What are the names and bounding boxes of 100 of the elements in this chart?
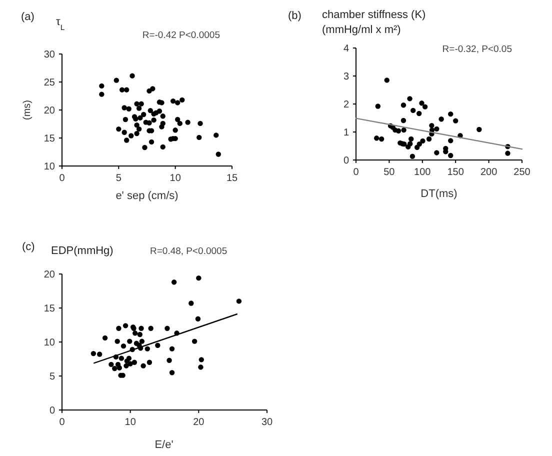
point (407, 96, 412, 102)
point (155, 342, 160, 348)
point (120, 343, 126, 349)
point (132, 330, 138, 336)
y-tick-label: 15 (44, 134, 56, 144)
point (151, 117, 156, 123)
point (139, 338, 145, 344)
point (196, 275, 202, 281)
point (426, 136, 432, 142)
point (198, 120, 203, 126)
point (192, 338, 198, 344)
point (214, 132, 219, 138)
y-tick-label: 15 (44, 304, 56, 314)
point (396, 128, 402, 134)
point (134, 130, 140, 136)
point (438, 116, 444, 122)
point (169, 346, 175, 352)
point (401, 127, 406, 133)
point (124, 363, 129, 368)
point (188, 300, 194, 306)
y-tick-label: 20 (44, 106, 56, 116)
point (416, 110, 422, 116)
point (148, 139, 154, 145)
point (378, 136, 384, 142)
x-tick-label: 50 (384, 167, 396, 178)
point (419, 100, 424, 106)
point (156, 108, 162, 114)
point (175, 100, 180, 106)
point (448, 138, 454, 144)
point (126, 106, 132, 112)
point (136, 106, 142, 111)
point (116, 326, 122, 331)
point (198, 357, 204, 362)
point (408, 136, 414, 142)
text: R=-0.42 P<0.0005 (142, 30, 220, 41)
point (177, 120, 182, 126)
x-tick-label: 10 (170, 173, 182, 184)
point (236, 298, 242, 304)
chart-title: τ$_{L}$ (56, 16, 66, 32)
point (195, 316, 201, 322)
point (134, 101, 140, 106)
point (216, 152, 221, 157)
y-tick-label: 0 (343, 156, 350, 166)
x-tick-label: 5 (116, 173, 122, 184)
point (384, 78, 390, 83)
point (408, 141, 413, 146)
x-tick-label: 150 (447, 167, 464, 178)
point (374, 136, 380, 141)
point (133, 116, 138, 122)
x-axis-title: DT(ms) (420, 188, 458, 200)
point (166, 358, 172, 363)
x-tick-label: 0 (59, 173, 66, 184)
x-axis-title: e' sep (cm/s) (116, 190, 178, 202)
text: (a) (21, 11, 34, 23)
point (122, 130, 127, 135)
point (198, 364, 204, 370)
point (128, 133, 134, 138)
point (132, 360, 138, 365)
point (159, 124, 164, 130)
point (124, 87, 130, 92)
text: R=0.48, P<0.0005 (150, 246, 228, 257)
point (170, 98, 176, 104)
y-tick-label: 3 (343, 72, 350, 82)
point (180, 97, 185, 103)
point (172, 128, 178, 133)
point (160, 144, 166, 150)
point (505, 150, 510, 156)
point (136, 126, 142, 132)
point (130, 73, 135, 78)
point (119, 87, 125, 92)
point (142, 144, 148, 150)
text: (c) (22, 241, 35, 253)
y-tick-label: 4 (343, 44, 350, 54)
point (114, 338, 120, 344)
point (175, 116, 180, 122)
point (448, 152, 454, 158)
y-tick-label: 1 (343, 128, 350, 138)
point (122, 116, 128, 122)
point (169, 370, 175, 376)
point (122, 105, 127, 110)
y-tick-label: 5 (49, 372, 56, 382)
y-tick-label: 30 (44, 50, 56, 60)
y-tick-label: 25 (44, 78, 56, 88)
point (429, 122, 434, 128)
point (410, 154, 416, 159)
point (96, 352, 102, 357)
point (160, 114, 166, 119)
point (99, 92, 104, 97)
x-axis-title: E/e' (154, 439, 174, 451)
point (410, 108, 416, 114)
point (124, 138, 130, 143)
point (185, 120, 190, 125)
annotation: R=-0.32, P<0.05 (442, 44, 512, 55)
point (116, 126, 122, 132)
point (171, 280, 177, 285)
y-tick-label: 10 (44, 338, 56, 348)
point (375, 104, 381, 109)
x-tick-label: 20 (193, 417, 205, 428)
point (420, 138, 426, 144)
point (434, 126, 440, 132)
